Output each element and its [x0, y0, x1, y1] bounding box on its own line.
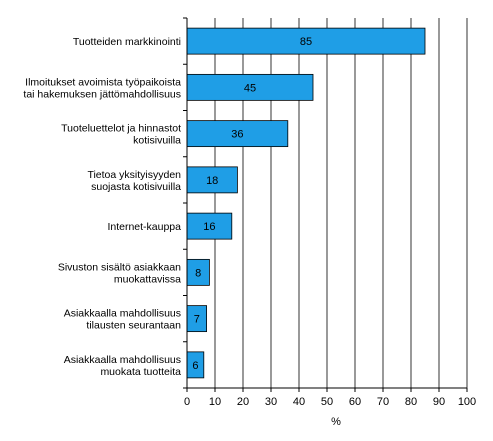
bar-value-label: 8 [195, 267, 201, 279]
category-label-line: Ilmoitukset avoimista työpaikoista [25, 76, 181, 88]
category-label-line: Internet-kauppa [107, 221, 181, 233]
category-label: Tuoteluettelot ja hinnastot kotisivuilla [61, 123, 181, 147]
bar-value-label: 18 [206, 175, 218, 187]
category-label-line: Sivuston sisältö asiakkaan [58, 261, 181, 273]
x-axis-title: % [331, 416, 341, 428]
x-tick-label: 50 [321, 396, 333, 408]
x-tick-label: 60 [349, 396, 361, 408]
x-tick-label: 90 [433, 396, 445, 408]
category-label-line: tai hakemuksen jättömahdollisuus [23, 88, 181, 100]
category-label: Tietoa yksityisyyden suojasta kotisivuill… [87, 169, 181, 193]
category-label-line: Tietoa yksityisyyden [87, 169, 181, 181]
bars: 85 45 36 18 16 8 7 6 [186, 27, 426, 379]
category-label: Asiakkaalla mahdollisuus muokata tuotteit… [64, 354, 181, 378]
x-tick-label: 80 [405, 396, 417, 408]
category-label: Asiakkaalla mahdollisuus tilausten seuran… [64, 308, 181, 332]
category-label-line: Tuoteluettelot ja hinnastot [61, 123, 181, 135]
category-label-line: kotisivuilla [133, 135, 181, 147]
bar-value-label: 6 [192, 360, 198, 372]
x-tick-label: 0 [184, 396, 190, 408]
x-tick-label: 10 [209, 396, 221, 408]
category-label: Internet-kauppa [107, 221, 181, 233]
x-tick-label: 30 [265, 396, 277, 408]
category-label: Tuotteiden markkinointi [73, 36, 181, 48]
bar-value-label: 7 [194, 314, 200, 326]
category-label-line: muokata tuotteita [100, 366, 181, 378]
category-label-line: suojasta kotisivuilla [91, 181, 181, 193]
category-label-line: muokattavissa [114, 273, 181, 285]
bar-value-label: 36 [231, 129, 243, 141]
category-labels: Tuotteiden markkinointi Ilmoitukset avoim… [23, 36, 181, 378]
category-label: Ilmoitukset avoimista työpaikoista tai ha… [23, 76, 181, 100]
axes: 0 10 20 30 40 50 60 70 80 90 100 [183, 17, 476, 408]
x-tick-label: 70 [377, 396, 389, 408]
x-tick-label: 40 [293, 396, 305, 408]
bar-value-label: 45 [244, 82, 256, 94]
category-label-line: tilausten seurantaan [86, 320, 181, 332]
category-label: Sivuston sisältö asiakkaan muokattavissa [58, 261, 181, 285]
x-tick-label: 100 [458, 396, 476, 408]
bar-value-label: 85 [300, 36, 312, 48]
gridlines [214, 18, 468, 388]
category-label-line: Asiakkaalla mahdollisuus [64, 354, 181, 366]
bar-value-label: 16 [203, 221, 215, 233]
bar [186, 27, 426, 55]
x-tick-label: 20 [237, 396, 249, 408]
category-label-line: Tuotteiden markkinointi [73, 36, 181, 48]
category-label-line: Asiakkaalla mahdollisuus [64, 308, 181, 320]
